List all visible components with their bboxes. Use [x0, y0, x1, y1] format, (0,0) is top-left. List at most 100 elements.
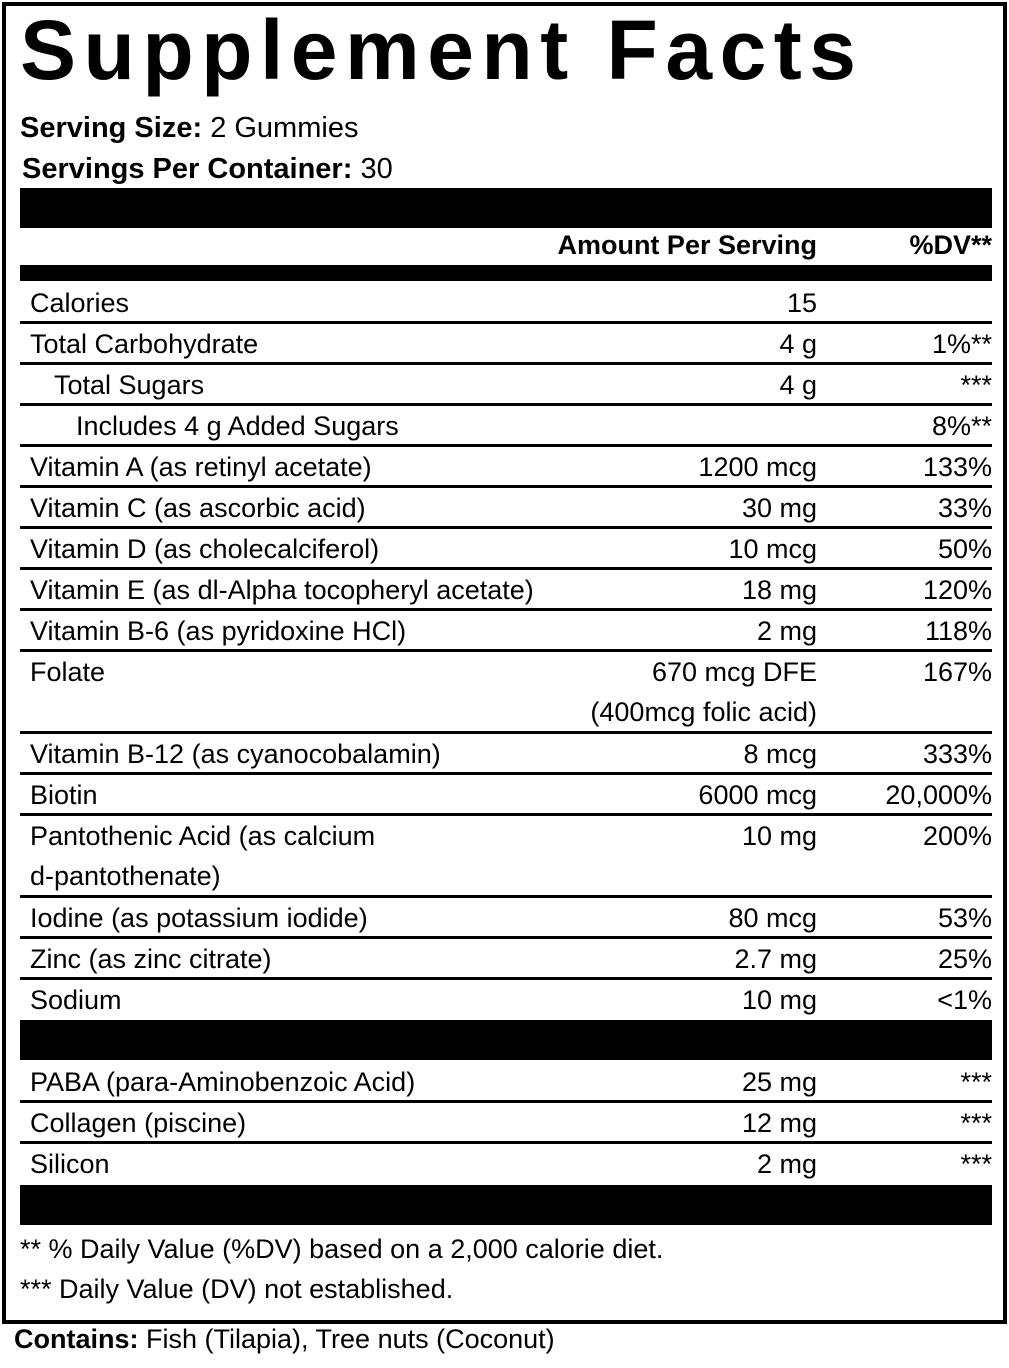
other-ingredients-table: PABA (para-Aminobenzoic Acid) 25 mg *** Col…: [20, 1062, 992, 1182]
nutrient-name-text: Vitamin A (as retinyl acetate): [30, 452, 372, 482]
table-row: Collagen (piscine) 12 mg ***: [20, 1103, 992, 1144]
contains-label: Contains:: [14, 1324, 139, 1354]
nutrient-name-text: Vitamin B-12 (as cyanocobalamin): [30, 739, 441, 769]
nutrient-name-text: Vitamin C (as ascorbic acid): [30, 493, 366, 523]
nutrient-name: Pantothenic Acid (as calcium d-pantothena…: [30, 816, 640, 896]
amount-text-line2: (400mcg folic acid): [590, 697, 817, 727]
table-row: Total Sugars 4 g ***: [20, 365, 992, 406]
footnote-dv: ** % Daily Value (%DV) based on a 2,000 …: [20, 1234, 664, 1264]
nutrient-name-text: Biotin: [30, 780, 98, 810]
table-row: Vitamin D (as cholecalciferol) 10 mcg 50%: [20, 529, 992, 570]
nutrient-name-text: Vitamin D (as cholecalciferol): [30, 534, 380, 564]
amount-text: 10 mg: [741, 821, 817, 851]
amount-per-serving: 8 mcg: [743, 734, 817, 774]
table-row: Silicon 2 mg ***: [20, 1144, 992, 1182]
daily-value: <1%: [937, 985, 992, 1015]
daily-value: 200%: [922, 821, 992, 851]
amount-per-serving: 30 mg: [742, 488, 817, 528]
nutrient-name: PABA (para-Aminobenzoic Acid): [30, 1062, 640, 1102]
panel-title: Supplement Facts: [20, 3, 864, 97]
dv-header: %DV**: [909, 230, 992, 260]
amount-text: 10 mcg: [728, 534, 817, 564]
daily-value: 33%: [937, 493, 992, 523]
nutrient-name-text: PABA (para-Aminobenzoic Acid): [30, 1067, 416, 1097]
table-row: Pantothenic Acid (as calcium d-pantothena…: [20, 816, 992, 898]
nutrient-name-text: Folate: [30, 657, 106, 687]
nutrient-name: Collagen (piscine): [30, 1103, 640, 1143]
amount-per-serving: 4 g: [779, 365, 817, 405]
nutrient-name-text: Total Sugars: [54, 370, 205, 400]
nutrient-name: Total Carbohydrate: [30, 324, 640, 364]
table-row: Vitamin C (as ascorbic acid) 30 mg 33%: [20, 488, 992, 529]
nutrient-name-text: Zinc (as zinc citrate): [30, 944, 272, 974]
serving-size-value: 2 Gummies: [210, 112, 359, 144]
table-row: Zinc (as zinc citrate) 2.7 mg 25%: [20, 939, 992, 980]
nutrient-name: Vitamin B-12 (as cyanocobalamin): [30, 734, 640, 774]
daily-value: 50%: [937, 534, 992, 564]
nutrient-name: Iodine (as potassium iodide): [30, 898, 640, 938]
divider-bar: [20, 188, 992, 228]
amount-per-serving: 80 mcg: [728, 898, 817, 938]
nutrient-name: Biotin: [30, 775, 640, 815]
table-row: Vitamin A (as retinyl acetate) 1200 mcg 13…: [20, 447, 992, 488]
divider-bar: [20, 1020, 992, 1060]
amount-text: 10 mg: [741, 985, 817, 1015]
daily-value: 120%: [922, 575, 992, 605]
daily-value: ***: [960, 370, 992, 400]
servings-per-container-value: 30: [360, 153, 393, 185]
amount-text: 8 mcg: [743, 739, 817, 769]
contains-value: Fish (Tilapia), Tree nuts (Coconut): [146, 1324, 555, 1354]
nutrient-name: Folate: [30, 652, 640, 692]
amount-per-serving: 10 mg: [742, 980, 817, 1020]
column-header: Amount Per Serving %DV**: [20, 228, 992, 265]
nutrient-name-text: Sodium: [30, 985, 122, 1015]
amount-per-serving: 670 mcg DFE (400mcg folic acid): [590, 652, 817, 732]
nutrient-name: Vitamin C (as ascorbic acid): [30, 488, 640, 528]
servings-per-container: Servings Per Container: 30: [22, 153, 393, 186]
daily-value: 8%**: [931, 411, 992, 441]
divider-bar: [20, 265, 992, 281]
nutrient-name: Silicon: [30, 1144, 640, 1184]
table-row: Sodium 10 mg <1%: [20, 980, 992, 1018]
nutrient-name-text: Collagen (piscine): [30, 1108, 247, 1138]
nutrient-name: Total Sugars: [54, 365, 664, 405]
amount-text: 4 g: [779, 370, 817, 400]
divider-bar: [20, 1185, 992, 1225]
amount-text: 2.7 mg: [734, 944, 817, 974]
amount-text: 25 mg: [741, 1067, 817, 1097]
daily-value: 25%: [937, 944, 992, 974]
nutrient-name-text: Calories: [30, 288, 130, 318]
amount-per-serving: 25 mg: [742, 1062, 817, 1102]
nutrient-name-text: Silicon: [30, 1149, 110, 1179]
allergen-statement: Contains: Fish (Tilapia), Tree nuts (Coc…: [14, 1324, 555, 1355]
table-row: Iodine (as potassium iodide) 80 mcg 53%: [20, 898, 992, 939]
nutrient-table: Calories 15 Total Carbohydrate 4 g 1%** Total…: [20, 283, 992, 1018]
nutrient-name: Includes 4 g Added Sugars: [76, 406, 686, 446]
amount-text: 6000 mcg: [698, 780, 817, 810]
table-row: Calories 15: [20, 283, 992, 324]
nutrient-name: Zinc (as zinc citrate): [30, 939, 640, 979]
amount-text: 1200 mcg: [698, 452, 817, 482]
servings-per-container-label: Servings Per Container:: [22, 153, 353, 185]
amount-text: 18 mg: [741, 575, 817, 605]
table-row: Vitamin E (as dl-Alpha tocopheryl acetat…: [20, 570, 992, 611]
nutrient-name-text: Vitamin E (as dl-Alpha tocopheryl acetat…: [30, 575, 534, 605]
table-row: Vitamin B-12 (as cyanocobalamin) 8 mcg 333…: [20, 734, 992, 775]
table-row: Vitamin B-6 (as pyridoxine HCl) 2 mg 118%: [20, 611, 992, 652]
nutrient-name: Vitamin E (as dl-Alpha tocopheryl acetat…: [30, 570, 640, 610]
daily-value: 1%**: [931, 329, 992, 359]
amount-text: 4 g: [779, 329, 817, 359]
amount-text: 12 mg: [741, 1108, 817, 1138]
table-row: Total Carbohydrate 4 g 1%**: [20, 324, 992, 365]
amount-per-serving: 1200 mcg: [698, 447, 817, 487]
amount-text: 670 mcg DFE: [651, 657, 817, 687]
amount-per-serving: 4 g: [779, 324, 817, 364]
nutrient-name: Vitamin A (as retinyl acetate): [30, 447, 640, 487]
serving-size-label: Serving Size:: [20, 112, 203, 144]
amount-text: 80 mcg: [728, 903, 817, 933]
table-row: Includes 4 g Added Sugars 8%**: [20, 406, 992, 447]
amount-text: 30 mg: [741, 493, 817, 523]
table-row: PABA (para-Aminobenzoic Acid) 25 mg ***: [20, 1062, 992, 1103]
daily-value: ***: [960, 1108, 992, 1138]
daily-value: 333%: [922, 739, 992, 769]
